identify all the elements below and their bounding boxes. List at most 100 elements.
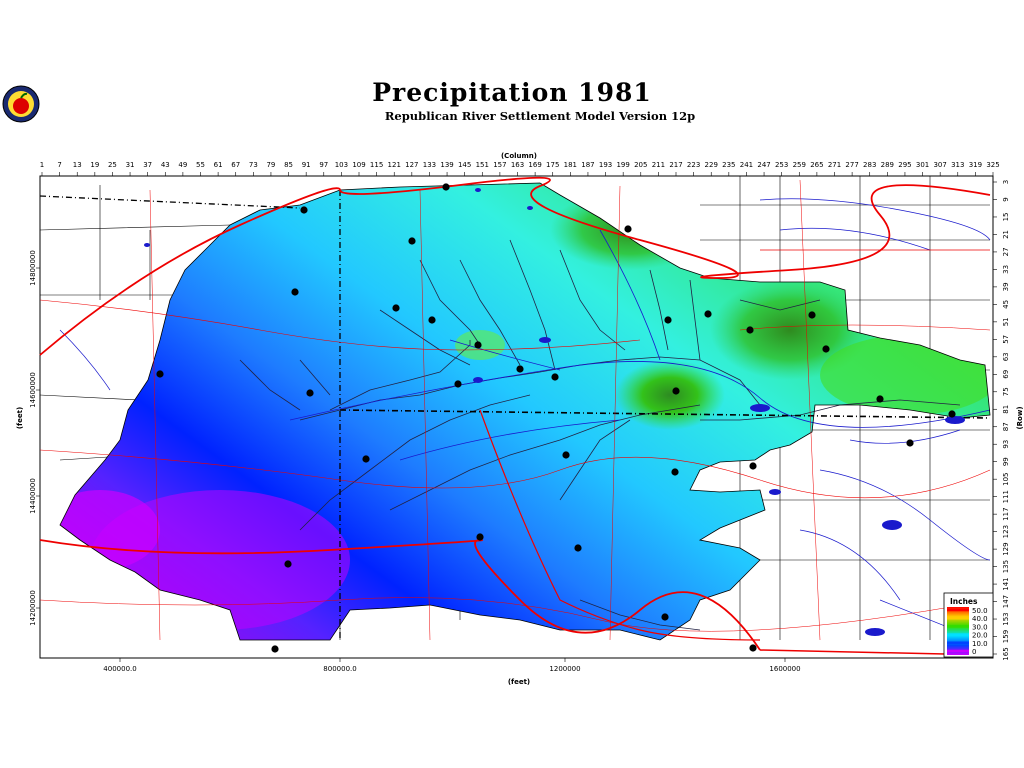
y-axis-label: (feet)	[16, 407, 24, 429]
station-marker	[474, 341, 482, 349]
row-tick-label: 21	[1002, 230, 1010, 239]
column-tick-label: 283	[863, 161, 876, 169]
row-tick-label: 159	[1002, 630, 1010, 643]
station-marker	[306, 389, 314, 397]
column-tick-label: 277	[845, 161, 858, 169]
column-tick-label: 67	[231, 161, 240, 169]
station-marker	[428, 316, 436, 324]
x-axis-label: (feet)	[508, 678, 530, 686]
weather-stations	[156, 183, 956, 653]
station-marker	[476, 533, 484, 541]
column-tick-label: 235	[722, 161, 735, 169]
row-tick-label: 57	[1002, 335, 1010, 344]
row-tick-label: 117	[1002, 507, 1010, 520]
column-tick-label: 301	[916, 161, 929, 169]
row-tick-label: 165	[1002, 647, 1010, 660]
column-axis-label: (Column)	[501, 152, 537, 160]
column-tick-label: 163	[511, 161, 524, 169]
column-tick-label: 85	[284, 161, 293, 169]
station-marker	[156, 370, 164, 378]
column-tick-label: 121	[388, 161, 401, 169]
station-marker	[516, 365, 524, 373]
column-tick-label: 13	[73, 161, 82, 169]
row-tick-label: 45	[1002, 300, 1010, 309]
column-tick-label: 157	[493, 161, 506, 169]
column-tick-label: 127	[405, 161, 418, 169]
row-tick-label: 75	[1002, 387, 1010, 396]
row-tick-label: 63	[1002, 352, 1010, 361]
row-tick-label: 39	[1002, 282, 1010, 291]
column-tick-label: 265	[810, 161, 823, 169]
row-tick-label: 141	[1002, 577, 1010, 590]
column-tick-label: 37	[143, 161, 152, 169]
column-tick-label: 319	[969, 161, 982, 169]
legend-label: 0	[972, 648, 976, 656]
legend: Inches 50.040.030.020.010.00	[943, 592, 994, 658]
station-marker	[551, 373, 559, 381]
station-marker	[906, 439, 914, 447]
station-marker	[392, 304, 400, 312]
column-tick-label: 43	[161, 161, 170, 169]
map-subtitle: Republican River Settlement Model Versio…	[384, 109, 696, 123]
column-tick-label: 49	[178, 161, 187, 169]
column-tick-label: 97	[319, 161, 328, 169]
row-tick-label: 81	[1002, 405, 1010, 414]
station-marker	[704, 310, 712, 318]
column-tick-label: 7	[57, 161, 61, 169]
column-tick-label: 295	[898, 161, 911, 169]
legend-label: 50.0	[972, 607, 988, 615]
row-tick-label: 123	[1002, 525, 1010, 538]
station-marker	[671, 468, 679, 476]
row-tick-label: 15	[1002, 213, 1010, 222]
station-marker	[624, 225, 632, 233]
row-tick-label: 99	[1002, 457, 1010, 466]
x-tick-label: 1600000	[769, 665, 800, 673]
column-tick-label: 25	[108, 161, 117, 169]
column-tick-label: 199	[616, 161, 629, 169]
column-tick-label: 109	[352, 161, 365, 169]
legend-label: 10.0	[972, 640, 988, 648]
column-tick-label: 103	[335, 161, 348, 169]
y-axis: 14800000 14600000 14400000 14200000	[29, 250, 40, 626]
column-tick-label: 313	[951, 161, 964, 169]
legend-label: 40.0	[972, 615, 988, 623]
column-tick-label: 241	[740, 161, 753, 169]
column-tick-label: 211	[652, 161, 665, 169]
legend-title: Inches	[950, 597, 978, 606]
station-marker	[362, 455, 370, 463]
station-marker	[948, 410, 956, 418]
station-marker	[574, 544, 582, 552]
apple-seal-logo	[2, 85, 40, 123]
column-tick-label: 325	[986, 161, 999, 169]
row-axis-label: (Row)	[1016, 406, 1024, 429]
station-marker	[749, 462, 757, 470]
station-marker	[672, 387, 680, 395]
column-tick-label: 79	[266, 161, 275, 169]
column-tick-label: 307	[933, 161, 946, 169]
row-tick-label: 129	[1002, 542, 1010, 555]
rivers-outside	[59, 198, 991, 641]
map-title: Precipitation 1981	[372, 78, 652, 107]
station-marker	[808, 311, 816, 319]
column-tick-label: 247	[757, 161, 770, 169]
row-tick-label: 51	[1002, 317, 1010, 326]
column-tick-label: 217	[669, 161, 682, 169]
column-tick-label: 145	[458, 161, 471, 169]
station-marker	[746, 326, 754, 334]
station-marker	[408, 237, 416, 245]
x-tick-label: 800000.0	[323, 665, 356, 673]
row-tick-label: 69	[1002, 370, 1010, 379]
station-marker	[454, 380, 462, 388]
column-tick-label: 133	[423, 161, 436, 169]
column-tick-label: 253	[775, 161, 788, 169]
row-tick-label: 147	[1002, 595, 1010, 608]
column-tick-label: 181	[564, 161, 577, 169]
stream-network	[239, 239, 961, 631]
row-tick-label: 3	[1002, 180, 1010, 184]
column-axis: 1 7 13 19 25 31 37 43 49 55 61 67 73 79 85 91 97 103 109 11…	[40, 161, 1000, 176]
column-tick-label: 205	[634, 161, 647, 169]
station-marker	[661, 613, 669, 621]
legend-label: 30.0	[972, 623, 988, 631]
station-marker	[562, 451, 570, 459]
